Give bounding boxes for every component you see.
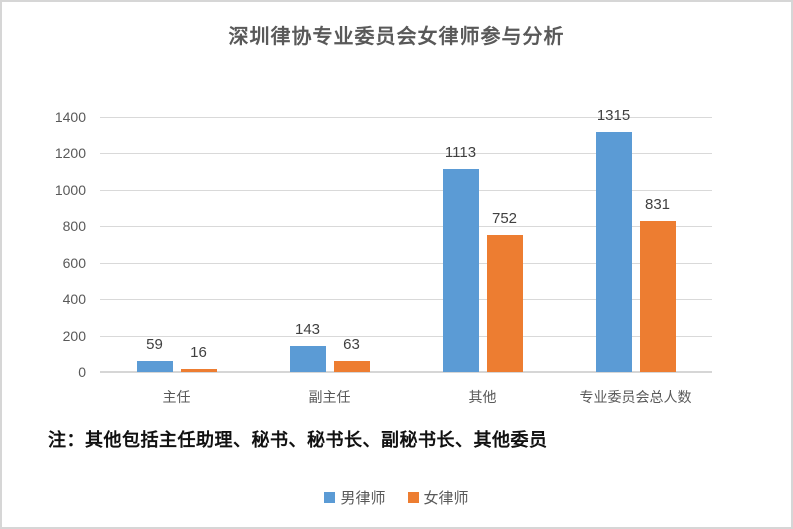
chart-title: 深圳律协专业委员会女律师参与分析 <box>228 24 565 48</box>
data-label-男律师-专业委员会总人数: 1315 <box>596 107 631 125</box>
y-tick-label-400: 400 <box>62 291 86 308</box>
data-label-男律师-副主任: 143 <box>294 320 321 338</box>
y-tick-label-1200: 1200 <box>54 145 86 162</box>
legend-item-male: 男律师 <box>324 487 386 508</box>
legend: 男律师 女律师 <box>2 487 791 508</box>
gridline-600 <box>100 262 712 264</box>
gridline-200 <box>100 335 712 337</box>
female-series-swatch <box>407 492 419 503</box>
y-tick-label-200: 200 <box>62 327 86 344</box>
legend-label-male: 男律师 <box>340 490 386 507</box>
male-series-swatch <box>324 492 336 503</box>
bar-女律师-主任 <box>180 369 217 372</box>
x-axis-line <box>100 371 712 373</box>
x-category-label-副主任: 副主任 <box>308 389 351 405</box>
bar-女律师-其他 <box>486 235 523 372</box>
data-label-男律师-其他: 1113 <box>444 144 477 162</box>
data-label-女律师-副主任: 63 <box>343 335 360 353</box>
bar-男律师-其他 <box>442 169 479 372</box>
y-tick-label-600: 600 <box>62 254 86 271</box>
bar-男律师-专业委员会总人数 <box>595 132 632 372</box>
data-label-女律师-专业委员会总人数: 831 <box>644 195 671 213</box>
data-label-女律师-其他: 752 <box>491 210 518 228</box>
bar-男律师-副主任 <box>289 345 326 372</box>
x-category-label-主任: 主任 <box>162 389 191 405</box>
legend-item-female: 女律师 <box>407 487 469 508</box>
bar-女律师-专业委员会总人数 <box>639 220 676 372</box>
gridline-400 <box>100 299 712 301</box>
gridline-1400 <box>100 117 712 118</box>
footnote: 注：其他包括主任助理、秘书、秘书长、副秘书长、其他委员 <box>48 430 548 451</box>
plot-area: 0 200 400 600 800 1000 1200 1400 59 16 主任 143 63 副主任 1… <box>55 108 712 405</box>
gridline-1200 <box>100 153 712 155</box>
y-tick-label-800: 800 <box>62 218 86 235</box>
y-tick-label-0: 0 <box>78 364 86 380</box>
y-tick-label-1000: 1000 <box>54 181 86 198</box>
legend-label-female: 女律师 <box>423 490 469 507</box>
x-category-label-专业委员会总人数: 专业委员会总人数 <box>579 389 692 405</box>
gridline-1000 <box>100 189 712 191</box>
y-tick-label-1400: 1400 <box>54 109 86 125</box>
data-label-男律师-主任: 59 <box>146 336 163 354</box>
x-category-label-其他: 其他 <box>468 389 497 405</box>
bar-男律师-主任 <box>136 361 173 372</box>
data-label-女律师-主任: 16 <box>190 344 207 362</box>
bar-女律师-副主任 <box>333 360 370 372</box>
gridline-800 <box>100 226 712 228</box>
